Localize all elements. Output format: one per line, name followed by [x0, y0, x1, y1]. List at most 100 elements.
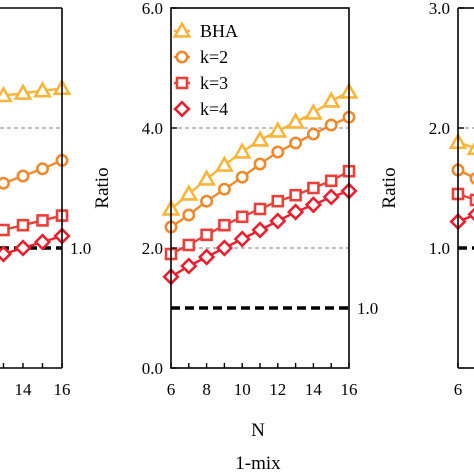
middle-point-bha — [321, 91, 341, 108]
middle-panel: 1.0 0.0 2.0 4.0 6.0 6 8 10 12 14 16 — [142, 0, 379, 399]
left-point-bha — [0, 85, 13, 103]
middle-point-k-4 — [269, 212, 287, 230]
legend-marker-bha — [172, 21, 192, 38]
x-tick-label: 6 — [454, 380, 463, 399]
left-point-k-2 — [35, 162, 49, 176]
left-panel: 1.0 14 16 — [0, 7, 91, 399]
legend-item-k-4: k=4 — [173, 99, 228, 119]
middle-point-k-3 — [182, 238, 196, 252]
middle-point-k-4 — [304, 196, 323, 214]
y-tick-label: 1.0 — [429, 239, 450, 258]
x-tick-label: 16 — [341, 380, 358, 399]
left-series-k-4 — [0, 227, 71, 263]
middle-point-k-3 — [200, 228, 213, 242]
legend-marker-k-3 — [175, 76, 189, 90]
y-tick-label: 4.0 — [142, 119, 163, 138]
middle-point-bha — [303, 103, 323, 120]
middle-point-k-3 — [289, 188, 302, 202]
left-line-k-2 — [0, 159, 63, 186]
legend-label: k=3 — [200, 73, 228, 93]
middle-point-bha — [179, 184, 199, 201]
legend-item-k-3: k=3 — [174, 73, 228, 93]
middle-point-k-2 — [217, 182, 231, 196]
x-tick-label: 8 — [202, 380, 211, 399]
left-point-k-3 — [36, 214, 49, 227]
middle-series-k-2 — [164, 110, 356, 234]
middle-point-k-4 — [233, 230, 251, 248]
left-point-k-4 — [33, 233, 52, 251]
legend-item-k-2: k=2 — [174, 47, 228, 67]
middle-line-bha — [170, 90, 350, 210]
panel-caption: 1-mix — [235, 453, 281, 474]
middle-point-k-2 — [182, 208, 196, 222]
reference-line-label: 1.0 — [357, 299, 378, 318]
middle-point-k-2 — [200, 194, 214, 208]
y-tick-label: 2.0 — [429, 119, 450, 138]
middle-point-k-3 — [324, 174, 338, 188]
right-series-bha — [448, 132, 474, 156]
left-line-k-3 — [0, 214, 63, 233]
x-tick-label: 14 — [305, 380, 323, 399]
left-point-k-4 — [0, 245, 13, 263]
x-tick-label: 12 — [269, 380, 286, 399]
x-tick-label: 16 — [54, 380, 71, 399]
middle-point-k-4 — [322, 188, 340, 206]
right-panel: 1.0 2.0 3.0 6 — [429, 0, 474, 399]
right-point-k-2 — [469, 172, 474, 185]
middle-point-k-3 — [253, 202, 267, 216]
right-y-axis-label: Ratio — [379, 167, 400, 208]
x-axis-label: N — [251, 420, 265, 441]
middle-point-bha — [214, 155, 234, 172]
middle-series-bha — [161, 82, 359, 216]
left-point-bha — [13, 83, 33, 100]
middle-point-k-2 — [306, 127, 320, 141]
right-line-k-2 — [457, 168, 474, 179]
left-point-k-2 — [0, 176, 10, 190]
right-point-bha — [466, 142, 474, 156]
legend-marker-k-2 — [175, 50, 189, 64]
legend-label: k=2 — [200, 47, 228, 67]
text-labels: N 1-mix Ratio Ratio — [92, 167, 400, 474]
middle-point-bha — [268, 121, 288, 138]
middle-point-k-4 — [286, 203, 305, 221]
legend-label: k=4 — [200, 99, 228, 119]
middle-point-bha — [286, 112, 306, 129]
left-point-k-3 — [16, 218, 30, 232]
y-tick-label: 6.0 — [142, 0, 163, 18]
middle-point-k-2 — [235, 170, 249, 184]
middle-point-k-2 — [324, 118, 338, 132]
x-tick-label: 10 — [234, 380, 251, 399]
middle-point-bha — [197, 169, 217, 186]
left-series-k-3 — [0, 209, 69, 237]
right-point-k-3 — [469, 193, 474, 207]
left-point-k-4 — [14, 239, 32, 257]
legend-label: BHA — [200, 21, 238, 41]
left-series-bha — [0, 78, 72, 103]
legend-item-bha: BHA — [172, 21, 238, 41]
middle-point-k-2 — [253, 157, 267, 171]
middle-point-k-2 — [271, 145, 285, 159]
right-series-k-3 — [451, 187, 474, 207]
middle-point-k-4 — [215, 239, 234, 257]
left-point-k-3 — [0, 223, 10, 237]
x-tick-label: 6 — [167, 380, 176, 399]
y-tick-label: 2.0 — [142, 239, 163, 258]
y-tick-label: 0.0 — [142, 359, 163, 378]
middle-point-k-3 — [235, 210, 249, 224]
left-line-bha — [0, 87, 63, 98]
middle-point-k-2 — [289, 136, 303, 150]
middle-point-bha — [250, 130, 270, 147]
y-axis-label: Ratio — [92, 167, 113, 208]
middle-point-k-3 — [307, 181, 320, 195]
right-series-k-2 — [451, 163, 474, 185]
left-point-bha — [33, 80, 52, 98]
x-tick-label: 14 — [15, 380, 33, 399]
y-tick-label: 3.0 — [429, 0, 450, 18]
middle-point-k-4 — [251, 221, 269, 239]
left-series-k-2 — [0, 153, 69, 190]
middle-point-k-3 — [271, 194, 285, 208]
left-point-k-2 — [16, 169, 30, 183]
right-point-k-4 — [467, 207, 474, 222]
legend-marker-k-4 — [173, 100, 191, 118]
